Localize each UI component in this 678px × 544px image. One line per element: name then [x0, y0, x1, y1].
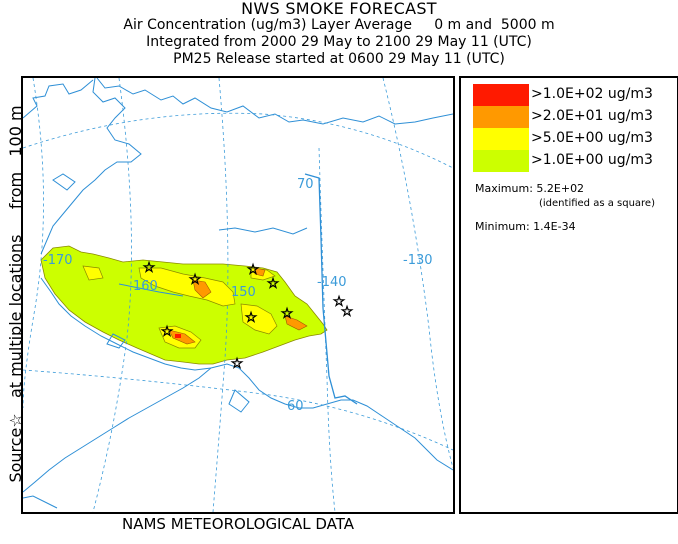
source-star-icon: ☆: [267, 276, 280, 292]
source-star-icon: ☆: [161, 324, 174, 340]
legend-swatch-level1: [473, 150, 529, 172]
grid-label-lon160: 160: [133, 279, 158, 294]
island-aleutian: [23, 495, 58, 509]
coastline-bristol: [40, 277, 212, 371]
plume-orange-central: [192, 279, 212, 299]
legend-item: >2.0E+01 ug/m3: [473, 106, 673, 128]
legend-label: >5.0E+00 ug/m3: [531, 130, 653, 146]
title-block: NWS SMOKE FORECAST Air Concentration (ug…: [0, 0, 678, 68]
legend-swatch-level4: [473, 84, 529, 106]
source-star-icon: ☆: [189, 272, 202, 288]
legend-label: >1.0E+00 ug/m3: [531, 152, 653, 168]
grid-lon-140: [318, 147, 336, 512]
plume-orange-ne: [254, 267, 266, 277]
grid-lat-60: [23, 369, 453, 451]
legend-item: >1.0E+00 ug/m3: [473, 150, 673, 172]
plume-yellow-central: [138, 267, 236, 307]
map-panel[interactable]: ☆ ☆ ☆ ☆ ☆ ☆ ☆ ☆ ☆ ☆ 70 60 -170 160 150 -…: [21, 76, 455, 514]
grid-label-lat60: 60: [287, 399, 304, 414]
source-star-icon: ☆: [281, 306, 294, 322]
source-star-icon: ☆: [143, 260, 156, 276]
source-star-icon: ☆: [231, 356, 244, 372]
plume-yellow-east: [240, 303, 278, 335]
source-star-icon: ☆: [247, 262, 260, 278]
plume-orange-east: [284, 315, 308, 331]
island-kodiak: [228, 389, 250, 413]
grid-label-lon170: -170: [43, 253, 73, 268]
river-kuskokwim: [118, 283, 184, 297]
coastline-north-slope: [96, 78, 453, 125]
plume-level4: [175, 334, 181, 338]
minimum-value: Minimum: 1.4E-34: [475, 220, 576, 233]
page-title: NWS SMOKE FORECAST: [241, 0, 437, 18]
plume-yellow-west: [82, 265, 104, 281]
island-st-lawrence: [52, 173, 76, 191]
legend-item: >1.0E+02 ug/m3: [473, 84, 673, 106]
plume-level3: [168, 267, 308, 345]
legend-item: >5.0E+00 ug/m3: [473, 128, 673, 150]
grid-lon-160: [92, 78, 132, 512]
source-markers: ☆ ☆ ☆ ☆ ☆ ☆ ☆ ☆ ☆ ☆: [142, 260, 354, 373]
grid-labels: 70 60 -170 160 150 -140 -130: [43, 177, 433, 414]
legend-panel: >1.0E+02 ug/m3 >2.0E+01 ug/m3 >5.0E+00 u…: [459, 76, 678, 514]
maximum-value: Maximum: 5.2E+02: [475, 182, 585, 195]
grid-label-lat70: 70: [297, 177, 314, 192]
legend-label: >1.0E+02 ug/m3: [531, 86, 653, 102]
plume-orange-south: [168, 329, 196, 345]
river-yukon: [218, 227, 308, 235]
grid-lon-170: [23, 78, 44, 409]
plume-red-max: [175, 334, 181, 338]
coastline-gulf: [210, 363, 453, 471]
legend-label: >2.0E+01 ug/m3: [531, 108, 653, 124]
met-data-footer: NAMS METEOROLOGICAL DATA: [122, 515, 354, 533]
island-nunivak: [106, 333, 126, 349]
coastline-chukotka: [23, 79, 94, 119]
coastline-west: [40, 78, 142, 255]
maximum-note: (identified as a square): [539, 198, 655, 209]
grid-label-lon130: -130: [403, 253, 433, 268]
grid-label-lon150: 150: [231, 285, 256, 300]
grid-lon-130: [382, 78, 453, 469]
subtitle-release: PM25 Release started at 0600 29 May 11 (…: [173, 51, 505, 67]
legend-swatch-level3: [473, 106, 529, 128]
grid-lat-70: [23, 112, 453, 169]
grid-label-lon140: -140: [317, 275, 347, 290]
legend-swatch-level2: [473, 128, 529, 150]
us-canada-border: [304, 173, 358, 405]
source-star-icon: ☆: [333, 294, 346, 310]
coastline-peninsula: [23, 367, 212, 493]
graticule: [23, 78, 453, 512]
subtitle-integration: Integrated from 2000 29 May to 2100 29 M…: [146, 34, 532, 50]
grid-lon-150: [212, 78, 229, 512]
smoke-map: ☆ ☆ ☆ ☆ ☆ ☆ ☆ ☆ ☆ ☆ 70 60 -170 160 150 -…: [23, 78, 453, 512]
subtitle-concentration: Air Concentration (ug/m3) Layer Average …: [123, 17, 555, 33]
coastline-layer: [23, 78, 453, 509]
source-star-icon: ☆: [341, 304, 354, 320]
source-star-icon: ☆: [245, 310, 258, 326]
